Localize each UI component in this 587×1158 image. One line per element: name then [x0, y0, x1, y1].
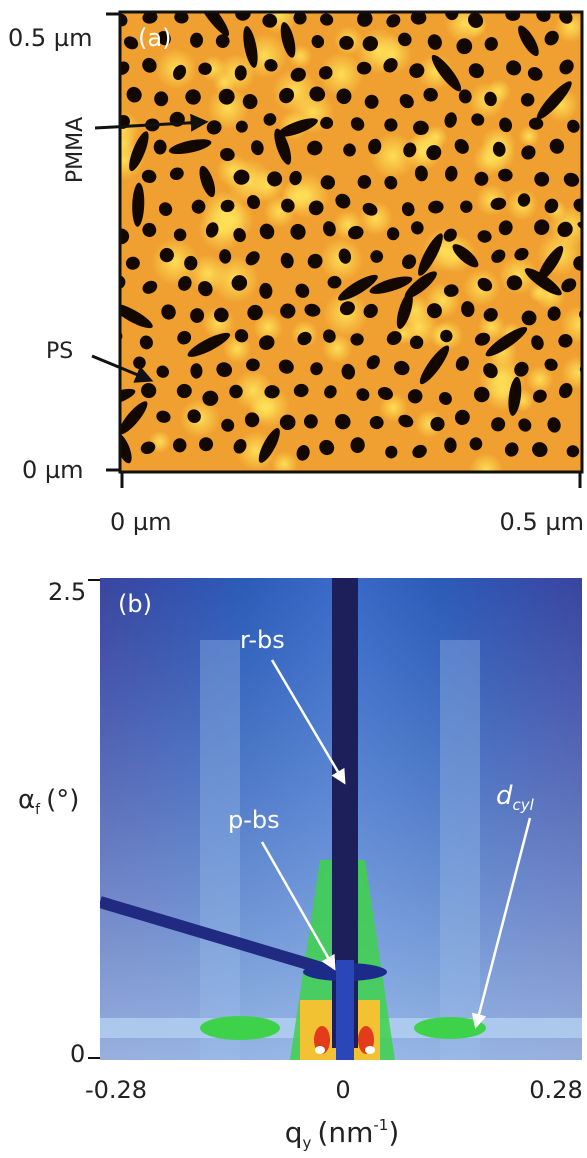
subscript: y [303, 1134, 312, 1152]
symbol: d [496, 781, 513, 811]
y-tick-label: 2.5 [48, 578, 86, 606]
unit: (nm [317, 1116, 373, 1149]
panel-b: (b) 2.5 0 -0.28 0 0.28 αf (°) qy (nm-1) r-… [18, 578, 583, 1152]
subscript: cyl [513, 796, 535, 814]
subscript: f [35, 802, 41, 818]
superscript: -1 [373, 1116, 388, 1134]
x-tick-label: 0 µm [110, 508, 172, 536]
figure: (a) 0.5 µm 0 µm 0 µm 0.5 µm PMMA PS [0, 0, 587, 1154]
afm-image [94, 0, 587, 487]
symbol: q [285, 1116, 303, 1149]
x-tick-label: 0.5 µm [500, 508, 584, 536]
texture [229, 385, 243, 399]
y-tick-label: 0 µm [22, 456, 84, 484]
panel-label: (a) [138, 24, 171, 52]
annotation: PMMA [63, 117, 88, 183]
y-tick-label: 0 [70, 1040, 85, 1068]
y-tick-label: 0.5 µm [8, 24, 92, 52]
unit: (°) [46, 785, 79, 815]
unit: ) [388, 1116, 399, 1149]
x-axis-label: qy (nm-1) [285, 1116, 400, 1152]
x-tick-label: -0.28 [85, 1076, 147, 1104]
panel-a: (a) 0.5 µm 0 µm 0 µm 0.5 µm PMMA PS [8, 0, 587, 536]
texture [469, 453, 503, 487]
symbol: α [18, 785, 35, 815]
panel-label: (b) [118, 590, 152, 618]
annotation: r-bs [240, 626, 285, 654]
y-axis-label: αf (°) [18, 785, 79, 818]
x-tick-label: 0.28 [529, 1076, 582, 1104]
annotation: PS [46, 339, 73, 364]
x-tick-label: 0 [335, 1076, 350, 1104]
texture [154, 140, 167, 155]
annotation: p-bs [228, 806, 280, 834]
gisaxs-image [100, 578, 582, 1060]
